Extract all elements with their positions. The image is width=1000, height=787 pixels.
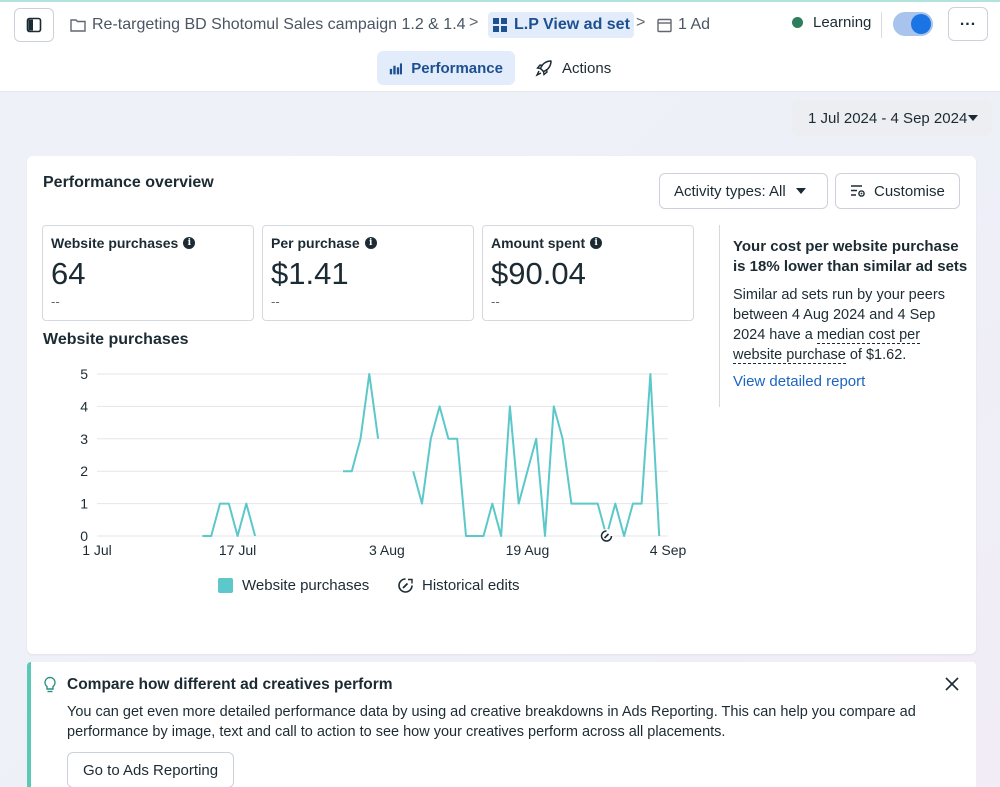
insight-body-text: Similar ad sets run by your peers betwee… [733,287,945,343]
performance-overview-card: Performance overview Activity types: All… [27,156,976,654]
caret-down-icon [968,115,978,121]
legend-label: Website purchases [242,577,370,594]
metric-delta: -- [491,294,500,309]
x-tick-label: 3 Aug [369,542,405,558]
breadcrumb-separator: > [469,14,479,31]
metric-label: Amount spent [491,235,586,251]
sidebar-panel-icon [26,17,42,33]
historical-edit-marker-arc [600,530,613,542]
top-bar: Re-targeting BD Shotomul Sales campaign … [0,0,1000,92]
legend-swatch [218,578,233,593]
go-to-ads-reporting-label: Go to Ads Reporting [83,761,219,779]
metric-value: $1.41 [271,256,349,291]
close-icon[interactable] [944,676,960,692]
metric-website-purchases: Website purchases i 64 -- [42,225,254,321]
folder-icon [70,19,86,32]
y-tick-label: 0 [80,528,88,544]
x-tick-label: 4 Sep [650,542,687,558]
y-tick-label: 1 [80,496,88,512]
tab-actions[interactable]: Actions [523,51,623,85]
delivery-status: Learning [792,14,871,31]
adset-on-off-toggle[interactable] [893,12,933,36]
historical-edit-marker-pen [603,533,610,539]
info-icon[interactable]: i [364,237,377,249]
insight-body: Similar ad sets run by your peers betwee… [733,285,969,365]
sidebar-toggle-button[interactable] [14,8,54,42]
breadcrumb-ad[interactable]: 1 Ad [657,12,710,38]
tab-performance-label: Performance [411,59,503,77]
adset-grid-icon [493,18,507,32]
tab-actions-label: Actions [562,59,612,77]
metric-label: Website purchases [51,235,179,251]
x-tick-label: 1 Jul [82,542,112,558]
breadcrumb-separator: > [636,14,646,31]
y-tick-label: 5 [80,366,88,382]
status-dot-icon [792,17,803,28]
metric-amount-spent: Amount spent i $90.04 -- [482,225,694,321]
legend-label: Historical edits [422,577,520,594]
website-purchases-chart: 0 1 2 3 4 5 1 Jul 17 Jul 3 Aug 19 Aug 4 Sep [80,366,687,558]
x-tick-label: 19 Aug [506,542,550,558]
banner-text: You can get even more detailed performan… [67,704,916,740]
settings-list-icon [851,185,865,197]
rocket-icon [535,60,552,77]
chart-title: Website purchases [43,331,189,348]
view-detailed-report-link[interactable]: View detailed report [733,373,866,390]
y-tick-label: 4 [80,398,88,414]
historical-edit-icon [398,578,413,593]
customise-label: Customise [874,182,945,200]
legend-website-purchases[interactable]: Website purchases [218,577,369,594]
info-icon[interactable]: i [183,237,196,249]
toggle-knob [911,14,931,34]
info-icon[interactable]: i [590,237,603,249]
insight-headline: Your cost per website purchase is 18% lo… [733,238,968,275]
more-options-button[interactable]: ... [948,7,988,41]
compare-creatives-banner: Compare how different ad creatives perfo… [27,662,976,787]
breadcrumb-ad-label: 1 Ad [678,16,711,33]
caret-down-icon [795,188,806,194]
metric-value: 64 [51,256,86,291]
benchmark-insight-panel: Your cost per website purchase is 18% lo… [719,225,969,407]
metric-delta: -- [271,294,280,309]
section-title: Performance overview [43,174,214,191]
breadcrumb-campaign-label: Re-targeting BD Shotomul Sales campaign … [92,16,466,33]
metric-label-row: Per purchase i [271,235,377,251]
series-line [412,373,661,537]
legend-historical-edits[interactable]: Historical edits [397,577,520,594]
activity-types-dropdown[interactable]: Activity types: All [659,173,828,209]
x-tick-label: 17 Jul [219,542,256,558]
metric-label-row: Amount spent i [491,235,603,251]
insight-body-text: of $1.62. [845,347,907,363]
metric-label: Per purchase [271,235,360,251]
metric-label-row: Website purchases i [51,235,196,251]
date-range-label: 1 Jul 2024 - 4 Sep 2024 [808,109,968,127]
series-line [343,373,380,473]
activity-types-label: Activity types: All [674,182,786,200]
go-to-ads-reporting-button[interactable]: Go to Ads Reporting [67,752,235,787]
date-range-picker[interactable]: 1 Jul 2024 - 4 Sep 2024 [792,100,992,136]
y-tick-label: 2 [80,463,88,479]
status-label: Learning [813,14,872,31]
bar-chart-icon [389,62,403,74]
more-options-label: ... [959,12,977,29]
y-tick-label: 3 [80,431,88,447]
metric-delta: -- [51,294,60,309]
median-cost-term[interactable]: median cost per website purchase [733,327,921,364]
metric-per-purchase: Per purchase i $1.41 -- [262,225,474,321]
customise-button[interactable]: Customise [835,173,960,209]
top-accent-line [0,0,1000,2]
lightbulb-icon [44,676,56,693]
breadcrumb-adset-label: L.P View ad set [514,16,630,33]
tab-performance[interactable]: Performance [377,51,515,85]
breadcrumb-adset[interactable]: L.P View ad set [488,12,634,38]
metric-value: $90.04 [491,256,586,291]
series-line [202,502,257,537]
breadcrumb-campaign[interactable]: Re-targeting BD Shotomul Sales campaign … [70,12,466,38]
divider [881,12,882,38]
ad-window-icon [657,18,672,32]
banner-title: Compare how different ad creatives perfo… [67,676,393,693]
